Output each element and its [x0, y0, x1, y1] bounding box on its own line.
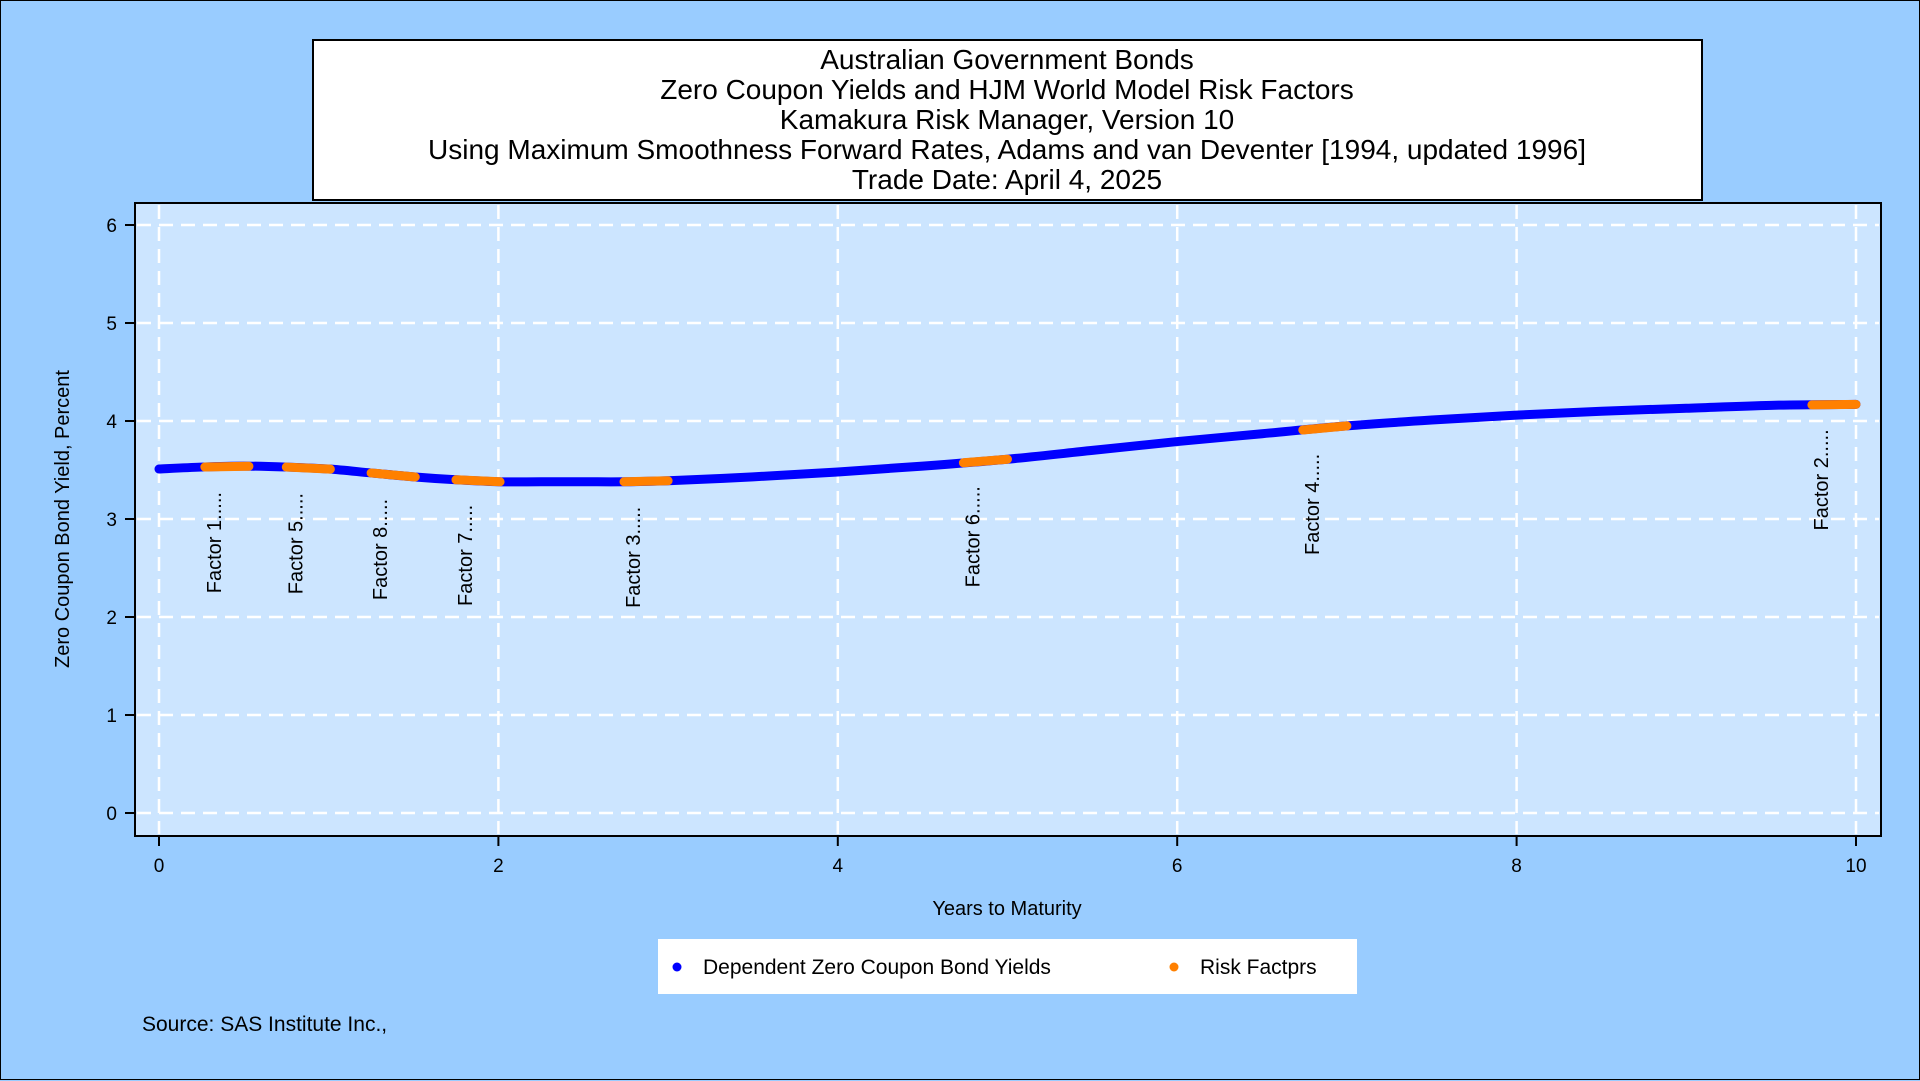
- chart-title-line-2: Zero Coupon Yields and HJM World Model R…: [660, 74, 1354, 105]
- x-tick-label: 8: [1511, 856, 1522, 877]
- legend-label-yields: Dependent Zero Coupon Bond Yields: [703, 956, 1051, 979]
- risk-factor-label: Factor 4.....: [1302, 454, 1324, 555]
- chart-title-line-1: Australian Government Bonds: [820, 44, 1194, 75]
- source-note: Source: SAS Institute Inc.,: [142, 1013, 387, 1036]
- x-tick-label: 6: [1172, 856, 1183, 877]
- y-axis-title: Zero Coupon Bond Yield, Percent: [52, 370, 74, 668]
- y-tick-label: 6: [106, 216, 117, 237]
- y-tick-label: 3: [106, 510, 117, 531]
- risk-factor-mark: [958, 454, 1012, 468]
- risk-factor-label: Factor 8.....: [370, 499, 392, 600]
- risk-factor-label: Factor 6.....: [962, 486, 984, 587]
- risk-factor-mark: [366, 468, 420, 482]
- y-tick-label: 1: [106, 706, 117, 727]
- axes: 0 1 2 3 4 5 6 0 2 4 6 8 10: [106, 216, 1866, 877]
- chart-title-line-5: Trade Date: April 4, 2025: [852, 164, 1162, 195]
- factor-labels: Factor 1..... Factor 5..... Factor 8..... F…: [204, 429, 1833, 608]
- chart-title-line-4: Using Maximum Smoothness Forward Rates, …: [428, 134, 1586, 165]
- risk-factor-label: Factor 2.....: [1811, 429, 1833, 530]
- x-tick-label: 0: [154, 856, 165, 877]
- y-tick-label: 4: [106, 412, 117, 433]
- x-tick-label: 2: [493, 856, 504, 877]
- x-tick-label: 4: [833, 856, 844, 877]
- grid-lines: [137, 205, 1879, 834]
- chart-title-line-3: Kamakura Risk Manager, Version 10: [780, 104, 1234, 135]
- risk-factor-label: Factor 1.....: [204, 492, 226, 593]
- yield-curve-line: [154, 399, 1861, 487]
- risk-factor-label: Factor 5.....: [285, 493, 307, 594]
- legend-box: [658, 939, 1357, 994]
- risk-factor-mark: [281, 462, 335, 474]
- risk-factor-mark: [200, 461, 254, 472]
- risk-factor-mark: [451, 475, 505, 487]
- y-tick-label: 2: [106, 608, 117, 629]
- y-tick-label: 0: [106, 804, 117, 825]
- legend-label-risk-factors: Risk Factprs: [1200, 956, 1317, 979]
- risk-factor-mark: [1807, 399, 1861, 410]
- risk-factor-label: Factor 7.....: [455, 505, 477, 606]
- risk-factor-mark: [619, 476, 673, 487]
- x-axis-title: Years to Maturity: [932, 898, 1081, 920]
- risk-factor-label: Factor 3.....: [623, 507, 645, 608]
- title-box: [312, 39, 1703, 201]
- risk-factor-mark: [1298, 421, 1352, 435]
- legend-marker-risk-factors: [1169, 962, 1179, 972]
- x-tick-label: 10: [1845, 856, 1866, 877]
- series-layer: [154, 399, 1861, 487]
- legend-marker-yields: [672, 962, 682, 972]
- y-tick-label: 5: [106, 314, 117, 335]
